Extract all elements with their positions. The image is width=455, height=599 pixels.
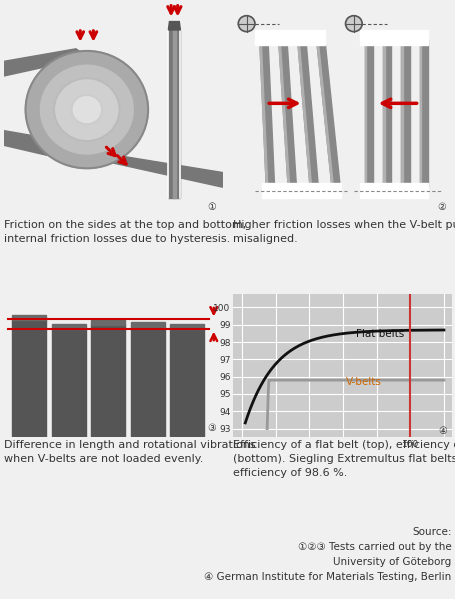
Text: ①: ① [207,202,216,213]
Polygon shape [297,41,311,187]
Polygon shape [316,41,333,187]
Text: Friction on the sides at the top and bottom,
internal friction losses due to hys: Friction on the sides at the top and bot… [4,220,245,244]
Bar [130,326,164,437]
Bar [12,315,46,320]
Polygon shape [297,41,318,187]
Polygon shape [419,41,427,187]
Text: Flat belts: Flat belts [356,329,404,339]
Text: Source:
①②③ Tests carried out by the
University of Göteborg
④ German Institute f: Source: ①②③ Tests carried out by the Uni… [204,527,450,582]
Bar [170,329,203,437]
Polygon shape [4,131,76,162]
Polygon shape [364,41,365,187]
Circle shape [345,16,361,32]
Bar [255,30,325,44]
Bar [12,319,46,437]
Polygon shape [278,41,296,187]
Text: ②: ② [436,202,445,213]
Text: Higher friction losses when the V-belt pulleys are
misaligned.: Higher friction losses when the V-belt p… [233,220,455,244]
Text: V-belts: V-belts [345,377,381,388]
Bar [168,30,180,198]
Circle shape [54,78,119,141]
Text: ③: ③ [207,423,216,433]
Polygon shape [93,152,222,187]
Circle shape [238,16,254,32]
Bar [261,183,340,198]
Polygon shape [382,41,384,187]
Bar [170,325,203,329]
Polygon shape [400,41,402,187]
Polygon shape [259,41,274,187]
Bar [91,320,125,325]
Bar [359,30,427,44]
Polygon shape [168,22,180,30]
Text: Efficiency of a flat belt (top), efficiency of a V-belt
(bottom). Siegling Extre: Efficiency of a flat belt (top), efficie… [233,440,455,478]
Polygon shape [316,41,339,187]
Polygon shape [259,41,267,187]
Circle shape [71,95,102,124]
Bar [172,30,176,198]
Text: ④: ④ [438,426,446,437]
Bar [130,322,164,327]
Bar [91,325,125,437]
Polygon shape [364,41,372,187]
Polygon shape [419,41,420,187]
Text: Difference in length and rotational vibrations
when V-belts are not loaded evenl: Difference in length and rotational vibr… [4,440,255,464]
Polygon shape [4,49,89,76]
Polygon shape [400,41,409,187]
Bar [359,183,427,198]
Circle shape [25,51,148,168]
Bar [52,323,86,329]
Bar [52,328,86,437]
Polygon shape [278,41,289,187]
Circle shape [39,63,135,156]
Polygon shape [382,41,390,187]
